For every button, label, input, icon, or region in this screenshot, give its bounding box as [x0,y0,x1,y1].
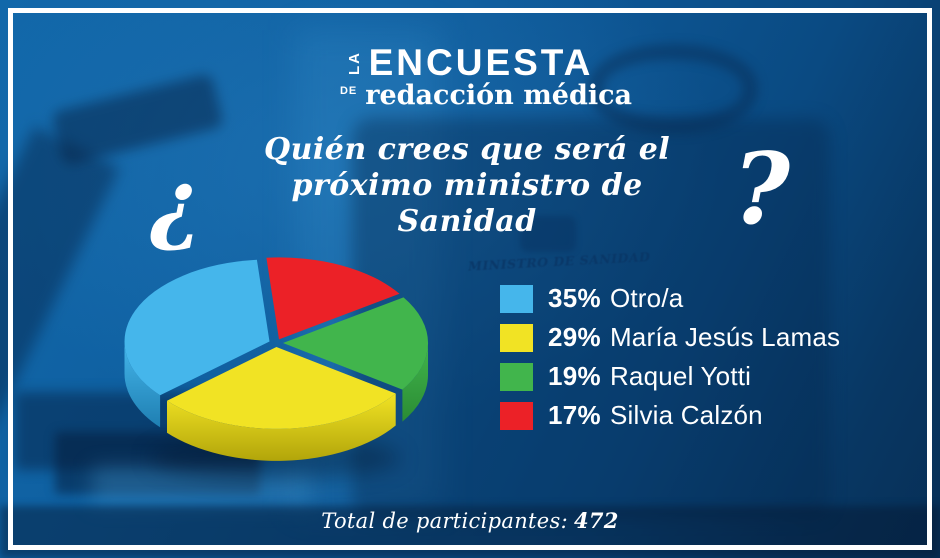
participants-label: Total de participantes: [321,509,568,533]
question-line-2: próximo ministro de Sanidad [291,168,643,239]
legend-row: 35% Otro/a [500,283,840,313]
question-line-1: Quién crees que será el [263,132,671,167]
legend-percent: 19% [548,361,601,391]
question-text: Quién crees que será el próximo ministro… [222,132,713,240]
pie-slice-top [167,347,396,429]
legend-label: Silvia Calzón [609,400,763,430]
briefcase-silhouette [352,118,830,518]
poll-question: ¿ Quién crees que será el próximo minist… [150,132,790,247]
legend-row: 17% Silvia Calzón [500,400,840,430]
logo-de-text: DE [339,85,358,97]
pie-chart [124,257,429,461]
legend-swatch [500,323,533,352]
legend-swatch [500,284,533,313]
logo-row-2: DE redacción médica [340,82,632,109]
legend-swatch [500,362,533,391]
pie-slice-side [124,341,161,428]
encuesta-logo: LA ENCUESTA DE redacción médica [0,44,940,109]
briefcase-emblem [520,216,576,252]
open-question-mark: ¿ [150,150,202,254]
desk-highlight [92,466,310,506]
legend-row: 19% Raquel Yotti [500,361,840,391]
legend-row: 29% María Jesús Lamas [500,322,841,352]
legend-swatch [500,401,533,430]
legend-label: María Jesús Lamas [609,322,841,352]
participants-total: Total de participantes: 472 [0,508,940,533]
legend-percent: 29% [548,322,601,352]
legend: 35% Otro/a 29% María Jesús Lamas 19% Raquel Y… [500,283,841,440]
pie-slice-side [402,343,429,422]
legend-percent: 35% [548,283,601,313]
logo-encuesta-text: ENCUESTA [368,42,594,83]
logo-brand-text: redacción médica [365,80,633,111]
logo-row-1: LA ENCUESTA [345,42,594,83]
pie-slice-side [167,393,396,461]
close-question-mark: ? [732,132,790,247]
participants-value: 472 [573,508,619,533]
legend-label: Raquel Yotti [609,361,752,391]
legend-label: Otro/a [609,283,684,313]
pie-slice-top [283,297,429,390]
logo-la-text: LA [345,50,363,75]
pie-slice-top [266,257,400,340]
legend-percent: 17% [548,400,601,430]
pie-slice-top [124,259,270,396]
